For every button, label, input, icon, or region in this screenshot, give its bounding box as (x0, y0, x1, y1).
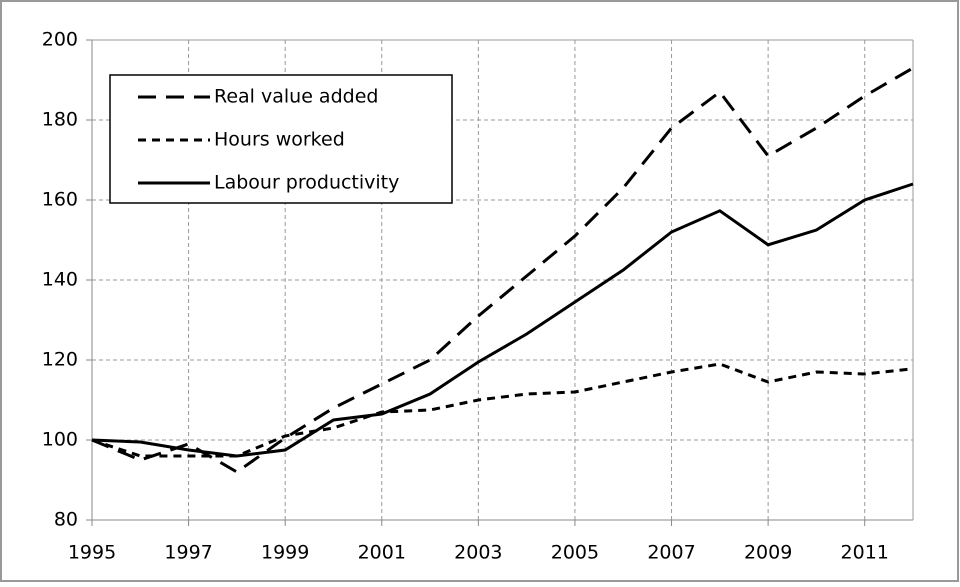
y-tick-label: 80 (54, 509, 78, 531)
y-tick-label: 100 (42, 429, 78, 451)
x-tick-label: 2001 (358, 542, 406, 564)
line-series (91, 182, 914, 458)
y-tick-label: 200 (42, 29, 78, 51)
y-tick-label: 140 (42, 269, 78, 291)
x-tick-label: 2007 (647, 542, 695, 564)
y-tick-label: 160 (42, 189, 78, 211)
x-tick-label: 2003 (454, 542, 502, 564)
x-tick-label: 2011 (841, 542, 889, 564)
y-tick-label: 120 (42, 349, 78, 371)
line-series (91, 66, 914, 474)
x-tick-label: 1995 (68, 542, 116, 564)
x-tick-label: 2005 (551, 542, 599, 564)
legend-label: Labour productivity (214, 172, 399, 194)
x-tick-label: 2009 (744, 542, 792, 564)
y-tick-label: 180 (42, 109, 78, 131)
line-series (91, 362, 914, 458)
x-tick-label: 1997 (164, 542, 212, 564)
x-tick-label: 1999 (261, 542, 309, 564)
legend-label: Hours worked (214, 129, 345, 151)
legend-label: Real value added (214, 86, 378, 108)
